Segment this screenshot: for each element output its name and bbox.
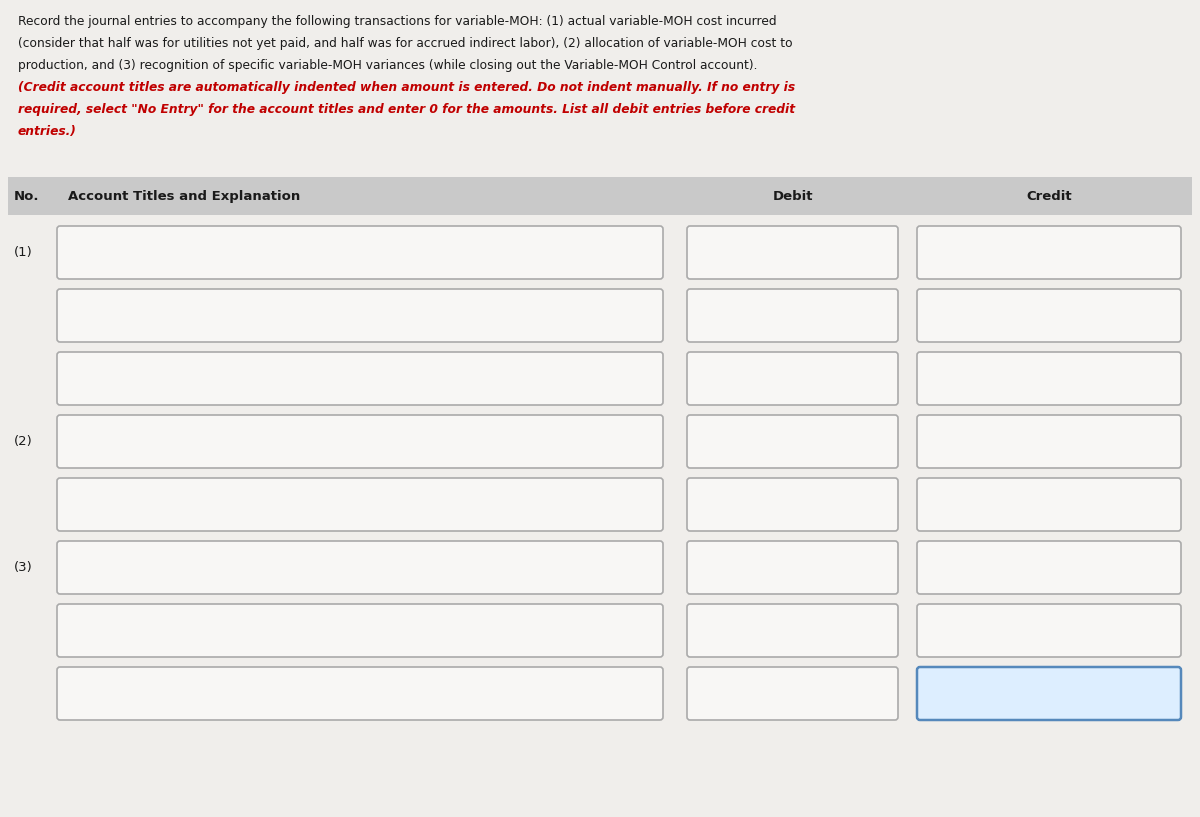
Text: (consider that half was for utilities not yet paid, and half was for accrued ind: (consider that half was for utilities no… [18,37,793,50]
FancyBboxPatch shape [58,352,662,405]
FancyBboxPatch shape [58,226,662,279]
FancyBboxPatch shape [917,352,1181,405]
Bar [8,177,1192,215]
Text: Credit: Credit [1026,190,1072,203]
Text: No.: No. [14,190,40,203]
FancyBboxPatch shape [686,226,898,279]
Text: Record the journal entries to accompany the following transactions for variable-: Record the journal entries to accompany … [18,15,776,28]
FancyBboxPatch shape [58,604,662,657]
FancyBboxPatch shape [917,667,1181,720]
FancyBboxPatch shape [686,415,898,468]
Text: (1): (1) [14,246,32,259]
Text: required, select "No Entry" for the account titles and enter 0 for the amounts. : required, select "No Entry" for the acco… [18,103,796,116]
Text: Account Titles and Explanation: Account Titles and Explanation [68,190,300,203]
FancyBboxPatch shape [58,541,662,594]
FancyBboxPatch shape [686,541,898,594]
Text: entries.): entries.) [18,125,77,138]
FancyBboxPatch shape [58,415,662,468]
FancyBboxPatch shape [686,667,898,720]
FancyBboxPatch shape [58,289,662,342]
FancyBboxPatch shape [917,478,1181,531]
FancyBboxPatch shape [686,604,898,657]
Text: Debit: Debit [773,190,812,203]
FancyBboxPatch shape [686,478,898,531]
FancyBboxPatch shape [58,667,662,720]
FancyBboxPatch shape [917,604,1181,657]
Text: (3): (3) [14,561,32,574]
FancyBboxPatch shape [686,289,898,342]
FancyBboxPatch shape [58,478,662,531]
FancyBboxPatch shape [686,352,898,405]
Text: (Credit account titles are automatically indented when amount is entered. Do not: (Credit account titles are automatically… [18,81,796,94]
FancyBboxPatch shape [917,541,1181,594]
Text: production, and (3) recognition of specific variable-MOH variances (while closin: production, and (3) recognition of speci… [18,59,757,72]
FancyBboxPatch shape [917,289,1181,342]
FancyBboxPatch shape [917,226,1181,279]
Text: (2): (2) [14,435,32,448]
FancyBboxPatch shape [917,415,1181,468]
